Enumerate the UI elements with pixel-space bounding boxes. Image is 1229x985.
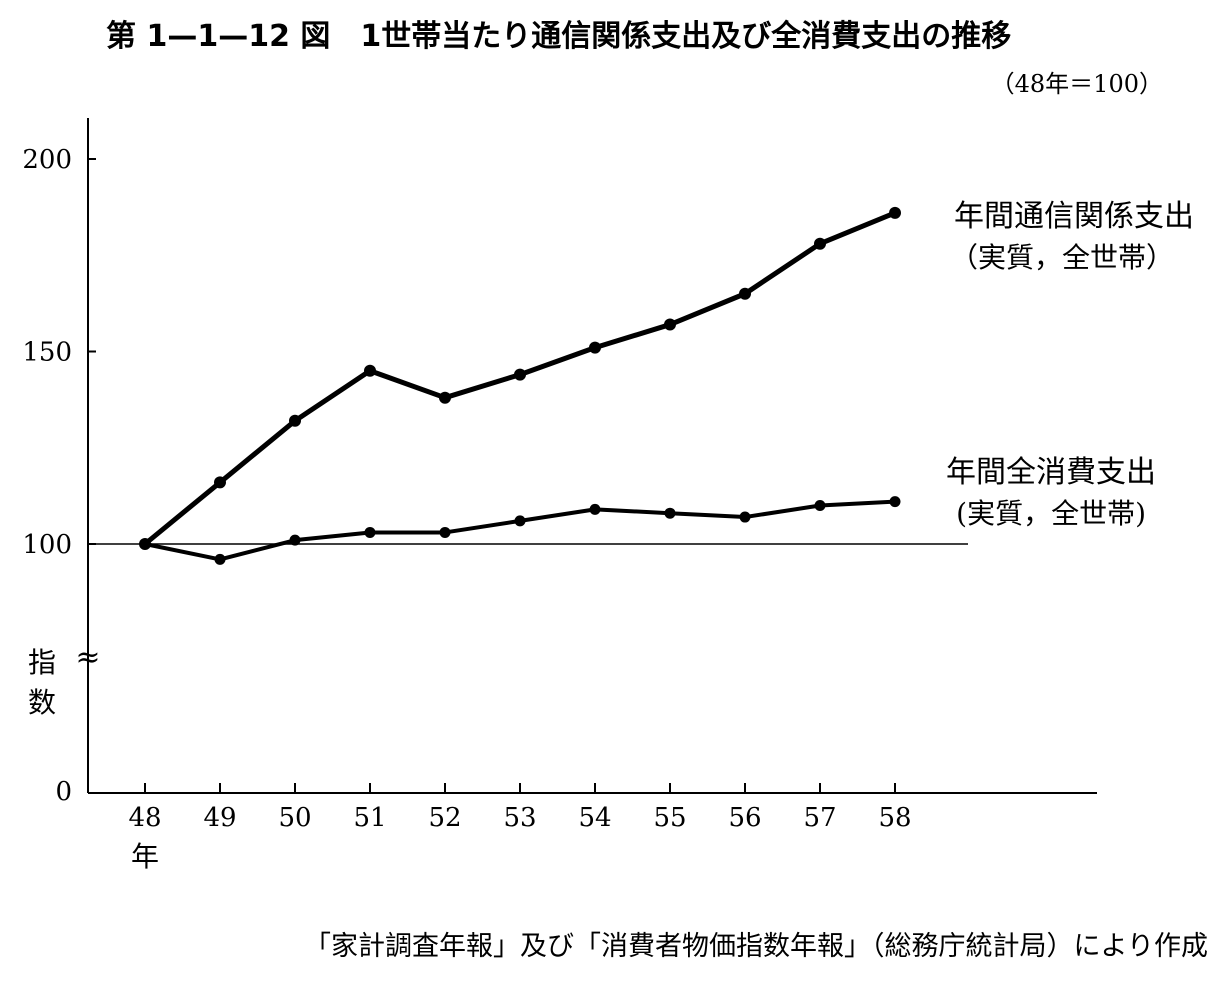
x-axis-unit: 年 (131, 840, 159, 873)
x-tick-label-55: 55 (653, 803, 686, 833)
x-tick-label-48: 48 (128, 803, 161, 833)
series-1-point-51 (364, 364, 376, 377)
series-1-point-52 (439, 391, 451, 404)
series-1-point-58 (889, 206, 901, 219)
series-2-point-53 (514, 515, 526, 527)
y-axis-label-top: 指 (28, 646, 56, 679)
series-2-point-48 (139, 538, 151, 550)
x-tick-label-57: 57 (803, 803, 836, 833)
series-1-point-55 (664, 318, 676, 331)
chart-subtitle: （48年＝100） (991, 70, 1163, 98)
series-1-point-50 (289, 414, 301, 427)
axis-break-symbol: ≈ (75, 640, 100, 675)
series-2-point-50 (289, 534, 301, 546)
series-2-point-55 (664, 507, 676, 519)
y-tick-label-200: 200 (22, 145, 72, 175)
series-2-label-sub: (実質，全世帯) (956, 497, 1146, 530)
x-tick-label-58: 58 (878, 803, 911, 833)
series-2-point-51 (364, 526, 376, 538)
series-1-label-sub: （実質，全世帯） (950, 241, 1174, 274)
series-2-point-54 (589, 503, 601, 515)
series-2-label: 年間全消費支出 (946, 455, 1156, 490)
chart-title: 第 1—1—12 図 1世帯当たり通信関係支出及び全消費支出の推移 (106, 19, 1011, 54)
y-tick-label-0: 0 (55, 777, 72, 807)
series-2-point-57 (814, 500, 826, 511)
series-2-point-52 (439, 526, 451, 538)
series-1-label: 年間通信関係支出 (954, 199, 1194, 234)
series-2-line (144, 499, 896, 562)
x-tick-label-51: 51 (353, 803, 386, 833)
series-2-point-49 (214, 553, 226, 565)
x-tick-label-50: 50 (278, 803, 311, 833)
series-2-point-58 (889, 496, 901, 508)
x-tick-label-49: 49 (203, 803, 236, 833)
series-1-point-54 (589, 341, 601, 354)
series-1-point-56 (739, 287, 751, 300)
x-tick-label-56: 56 (728, 803, 761, 833)
y-tick-label-150: 150 (22, 338, 72, 368)
y-tick-label-100: 100 (22, 530, 72, 560)
x-tick-label-54: 54 (578, 803, 611, 833)
y-axis-label-bottom: 数 (28, 686, 56, 719)
series-2-point-56 (739, 511, 751, 523)
series-1-point-53 (514, 368, 526, 381)
series-1-point-49 (214, 476, 226, 489)
source-note: 「家計調査年報」及び「消費者物価指数年報」（総務庁統計局）により作成 (304, 931, 1208, 962)
x-tick-label-52: 52 (428, 803, 461, 833)
series-1-point-57 (814, 237, 826, 250)
x-tick-label-53: 53 (503, 803, 536, 833)
